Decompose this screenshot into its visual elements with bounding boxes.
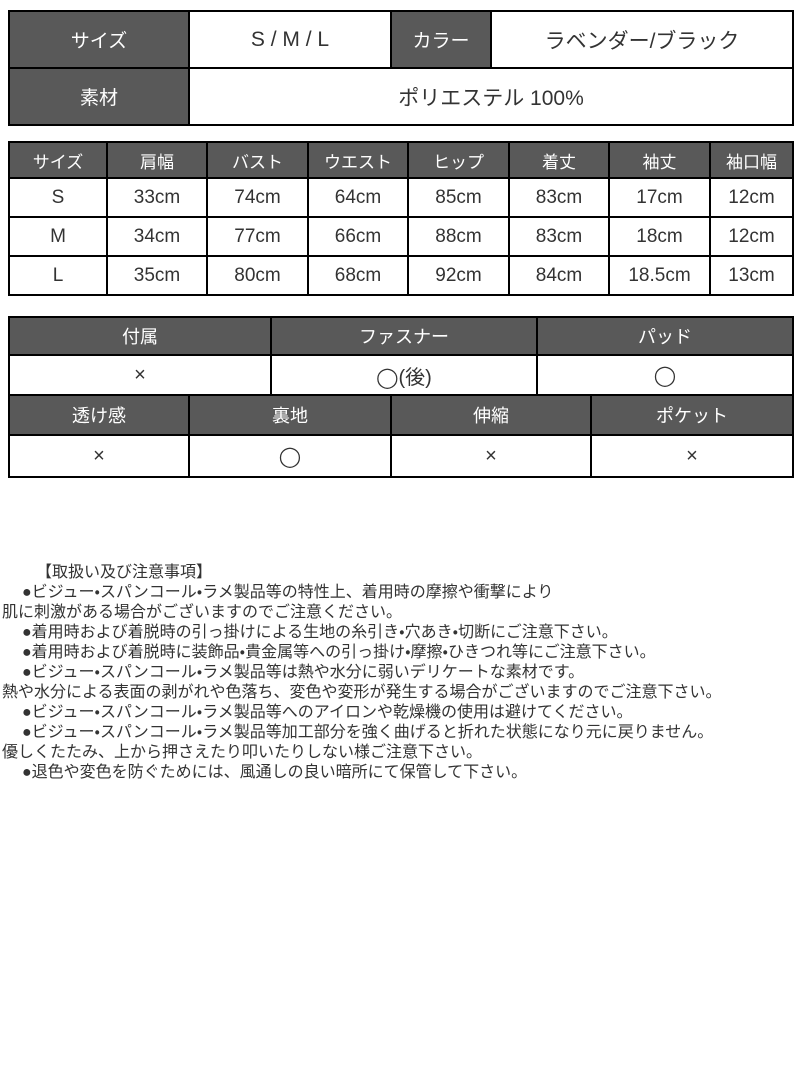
material-label-cell: 素材 <box>8 67 190 126</box>
note-line: ●ビジュー・スパンコール・ラメ製品等は熱や水分に弱いデリケートな素材です。 <box>22 664 585 681</box>
measurement-cell: 35cm <box>106 255 208 296</box>
measurement-cell: 34cm <box>106 216 208 257</box>
measurements-header-cell: 肩幅 <box>106 141 208 179</box>
measurements-header-cell: ウエスト <box>307 141 409 179</box>
measurement-cell: 33cm <box>106 177 208 218</box>
measurement-cell: S <box>8 177 108 218</box>
feature-value-cell: ◯ <box>536 354 794 396</box>
measurement-cell: 13cm <box>709 255 794 296</box>
measurement-cell: 12cm <box>709 216 794 257</box>
measurement-cell: 92cm <box>407 255 510 296</box>
feature-header-cell: 透け感 <box>8 394 190 436</box>
feature-header-cell: 裏地 <box>188 394 392 436</box>
features-header-row-1: 付属 ファスナー パッド <box>8 316 794 356</box>
measurement-cell: 83cm <box>508 177 610 218</box>
measurements-header-cell: ヒップ <box>407 141 510 179</box>
material-value-cell: ポリエステル 100% <box>188 67 794 126</box>
measurements-row-l: L 35cm 80cm 68cm 92cm 84cm 18.5cm 13cm <box>8 255 794 296</box>
measurement-cell: 77cm <box>206 216 309 257</box>
measurements-header-cell: バスト <box>206 141 309 179</box>
measurement-cell: 83cm <box>508 216 610 257</box>
feature-value-cell: × <box>390 434 592 478</box>
measurements-row-s: S 33cm 74cm 64cm 85cm 83cm 17cm 12cm <box>8 177 794 218</box>
measurements-header-cell: 袖丈 <box>608 141 711 179</box>
spec-table: サイズ S / M / L カラー ラベンダー/ブラック 素材 ポリエステル 1… <box>8 10 794 126</box>
care-notes-title: 【取扱い及び注意事項】 <box>36 564 213 581</box>
measurements-header-cell: サイズ <box>8 141 108 179</box>
features-value-row-2: × ◯ × × <box>8 434 794 478</box>
features-table-2: 透け感 裏地 伸縮 ポケット × ◯ × × <box>8 394 794 478</box>
color-value-cell: ラベンダー/ブラック <box>490 10 794 69</box>
measurement-cell: 66cm <box>307 216 409 257</box>
measurement-cell: 84cm <box>508 255 610 296</box>
measurement-cell: 64cm <box>307 177 409 218</box>
note-line: ●ビジュー・スパンコール・ラメ製品等加工部分を強く曲げると折れた状態になり元に戻… <box>22 724 714 741</box>
measurement-cell: 18cm <box>608 216 711 257</box>
measurement-cell: 68cm <box>307 255 409 296</box>
note-line: 優しくたたみ、上から押さえたり叩いたりしない様ご注意下さい。 <box>2 744 483 761</box>
feature-value-cell: × <box>8 434 190 478</box>
size-value-cell: S / M / L <box>188 10 392 69</box>
note-line: ●ビジュー・スパンコール・ラメ製品等の特性上、着用時の摩擦や衝撃により <box>22 584 554 601</box>
features-value-row-1: × ◯(後) ◯ <box>8 354 794 396</box>
care-notes: 【取扱い及び注意事項】 ●ビジュー・スパンコール・ラメ製品等の特性上、着用時の摩… <box>0 563 800 783</box>
feature-header-cell: 付属 <box>8 316 272 356</box>
features-table-1: 付属 ファスナー パッド × ◯(後) ◯ <box>8 316 794 396</box>
measurements-table: サイズ 肩幅 バスト ウエスト ヒップ 着丈 袖丈 袖口幅 S 33cm 74c… <box>8 141 794 296</box>
measurement-cell: 85cm <box>407 177 510 218</box>
feature-value-cell: ◯ <box>188 434 392 478</box>
note-line: ●退色や変色を防ぐためには、風通しの良い暗所にて保管して下さい。 <box>22 764 528 781</box>
note-line: 肌に刺激がある場合がございますのでご注意ください。 <box>2 604 403 621</box>
measurements-header-cell: 着丈 <box>508 141 610 179</box>
spec-row-size-color: サイズ S / M / L カラー ラベンダー/ブラック <box>8 10 794 69</box>
measurements-header-cell: 袖口幅 <box>709 141 794 179</box>
measurement-cell: 88cm <box>407 216 510 257</box>
measurement-cell: L <box>8 255 108 296</box>
feature-value-cell: ◯(後) <box>270 354 538 396</box>
spec-row-material: 素材 ポリエステル 100% <box>8 67 794 126</box>
note-line: ●着用時および着脱時に装飾品・貴金属等への引っ掛け・摩擦・ひきつれ等にご注意下さ… <box>22 644 656 661</box>
measurement-cell: 74cm <box>206 177 309 218</box>
feature-header-cell: ファスナー <box>270 316 538 356</box>
note-line: ●ビジュー・スパンコール・ラメ製品等へのアイロンや乾燥機の使用は避けてください。 <box>22 704 633 721</box>
measurement-cell: 18.5cm <box>608 255 711 296</box>
measurements-header-row: サイズ 肩幅 バスト ウエスト ヒップ 着丈 袖丈 袖口幅 <box>8 141 794 179</box>
measurement-cell: M <box>8 216 108 257</box>
size-label-cell: サイズ <box>8 10 190 69</box>
feature-value-cell: × <box>590 434 794 478</box>
color-label-cell: カラー <box>390 10 492 69</box>
note-line: 熱や水分による表面の剥がれや色落ち、変色や変形が発生する場合がございますのでご注… <box>2 684 722 701</box>
feature-header-cell: 伸縮 <box>390 394 592 436</box>
measurement-cell: 12cm <box>709 177 794 218</box>
feature-header-cell: ポケット <box>590 394 794 436</box>
features-header-row-2: 透け感 裏地 伸縮 ポケット <box>8 394 794 436</box>
feature-header-cell: パッド <box>536 316 794 356</box>
feature-value-cell: × <box>8 354 272 396</box>
measurements-row-m: M 34cm 77cm 66cm 88cm 83cm 18cm 12cm <box>8 216 794 257</box>
measurement-cell: 80cm <box>206 255 309 296</box>
measurement-cell: 17cm <box>608 177 711 218</box>
note-line: ●着用時および着脱時の引っ掛けによる生地の糸引き・穴あき・切断にご注意下さい。 <box>22 624 618 641</box>
